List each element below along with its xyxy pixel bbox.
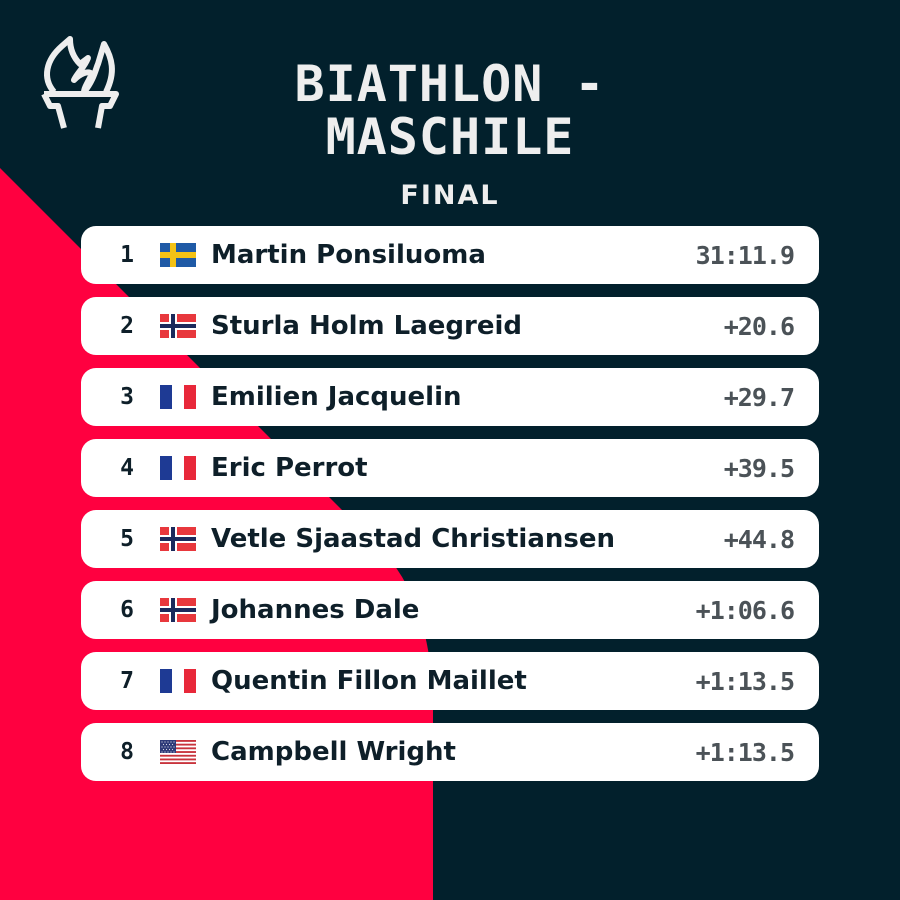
rank-number: 7 (120, 668, 134, 694)
sweden-flag-icon (160, 243, 196, 267)
result-row: 6 Johannes Dale +1:06.6 (81, 581, 819, 639)
olympic-torch-icon (41, 36, 119, 129)
athlete-name: Quentin Fillon Maillet (211, 666, 527, 696)
norway-flag-icon (160, 527, 196, 551)
result-row: 7 Quentin Fillon Maillet +1:13.5 (81, 652, 819, 710)
rank-number: 5 (120, 526, 134, 552)
athlete-name: Campbell Wright (211, 737, 456, 767)
result-time: +1:13.5 (695, 737, 795, 767)
athlete-name: Sturla Holm Laegreid (211, 311, 523, 341)
norway-flag-icon (160, 314, 196, 338)
results-list: 1 Martin Ponsiluoma 31:11.9 2 Sturla Hol… (81, 226, 819, 794)
title-line-1: BIATHLON - (294, 55, 606, 113)
athlete-name: Vetle Sjaastad Christiansen (211, 524, 616, 554)
athlete-name: Martin Ponsiluoma (211, 240, 486, 270)
france-flag-icon (160, 669, 196, 693)
usa-flag-icon (160, 740, 196, 764)
result-time: +1:06.6 (695, 595, 795, 625)
result-time: +1:13.5 (695, 666, 795, 696)
result-time: +29.7 (723, 382, 795, 412)
result-time: +20.6 (723, 311, 795, 341)
title-line-2: MASCHILE (325, 108, 575, 166)
page-title: BIATHLON - MASCHILE (0, 58, 900, 164)
athlete-name: Eric Perrot (211, 453, 368, 483)
rank-number: 4 (120, 455, 134, 481)
event-stage-label: FINAL (400, 180, 500, 211)
result-time: 31:11.9 (695, 240, 795, 270)
result-time: +39.5 (723, 453, 795, 483)
result-row: 4 Eric Perrot +39.5 (81, 439, 819, 497)
rank-number: 8 (120, 739, 134, 765)
athlete-name: Johannes Dale (211, 595, 420, 625)
result-time: +44.8 (723, 524, 795, 554)
result-row: 3 Emilien Jacquelin +29.7 (81, 368, 819, 426)
result-row: 8 Campbell Wright +1:13.5 (81, 723, 819, 781)
result-row: 5 Vetle Sjaastad Christiansen +44.8 (81, 510, 819, 568)
norway-flag-icon (160, 598, 196, 622)
rank-number: 2 (120, 313, 134, 339)
rank-number: 6 (120, 597, 134, 623)
france-flag-icon (160, 385, 196, 409)
rank-number: 3 (120, 384, 134, 410)
result-row: 1 Martin Ponsiluoma 31:11.9 (81, 226, 819, 284)
athlete-name: Emilien Jacquelin (211, 382, 462, 412)
france-flag-icon (160, 456, 196, 480)
rank-number: 1 (120, 242, 134, 268)
result-row: 2 Sturla Holm Laegreid +20.6 (81, 297, 819, 355)
